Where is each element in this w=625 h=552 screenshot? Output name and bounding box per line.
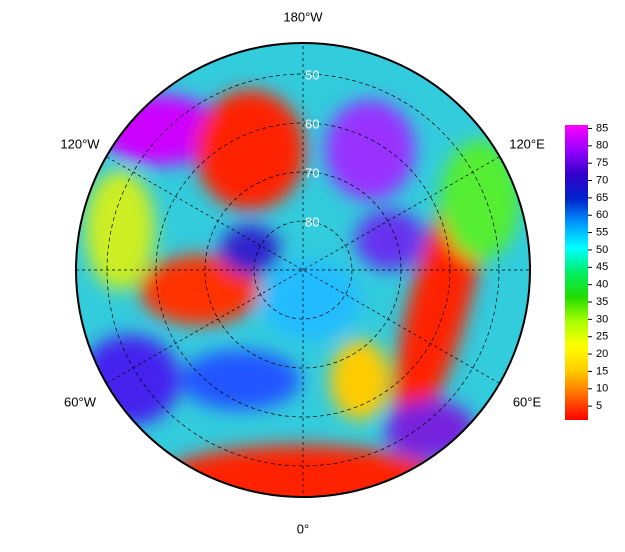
colorbar-tick-label: 80 <box>596 140 608 152</box>
lon-label: 120°E <box>509 136 545 151</box>
lon-label: 120°W <box>60 136 100 151</box>
colorbar-tick-label: 20 <box>596 348 608 360</box>
latitude-circle <box>155 122 451 418</box>
colorbar-tick-label: 40 <box>596 279 608 291</box>
lon-label: 60°E <box>513 394 542 409</box>
lat-label: 80 <box>305 214 319 229</box>
latitude-circle <box>253 220 353 320</box>
lat-label: 60 <box>305 116 319 131</box>
lon-label: 180°W <box>283 9 323 24</box>
colorbar-tick-label: 50 <box>596 244 608 256</box>
lat-label: 50 <box>305 67 319 82</box>
lat-label: 70 <box>305 165 319 180</box>
colorbar-tick-label: 45 <box>596 261 608 273</box>
colorbar-tick-label: 55 <box>596 226 608 238</box>
colorbar: 5 10 15 20 25 30 35 40 45 50 55 60 65 70 75 80 85 <box>565 122 608 420</box>
colorbar-tick-label: 10 <box>596 383 608 395</box>
colorbar-tick-label: 85 <box>596 122 608 134</box>
colorbar-tick-label: 25 <box>596 331 608 343</box>
latitude-circle <box>106 73 500 467</box>
lon-label: 60°W <box>64 394 97 409</box>
colorbar-tick-label: 30 <box>596 313 608 325</box>
colorbar-tick-label: 65 <box>596 192 608 204</box>
colorbar-tick-label: 60 <box>596 209 608 221</box>
lon-label: 0° <box>297 521 309 536</box>
colorbar-ramp <box>565 125 588 420</box>
colorbar-tick-label: 75 <box>596 157 608 169</box>
colorbar-tick-label: 70 <box>596 174 608 186</box>
colorbar-tick-label: 35 <box>596 296 608 308</box>
map-border <box>75 42 531 498</box>
colorbar-tick-label: 15 <box>596 365 608 377</box>
colorbar-tick-label: 5 <box>596 400 602 412</box>
latitude-circle <box>204 171 402 369</box>
